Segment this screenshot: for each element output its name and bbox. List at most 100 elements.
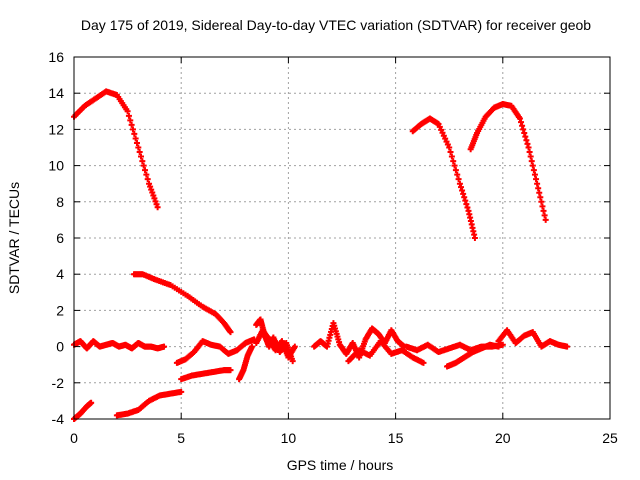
data-point (248, 343, 255, 350)
data-point (142, 167, 149, 174)
data-point (533, 176, 540, 183)
data-point (521, 130, 528, 137)
data-point (464, 204, 471, 211)
data-point (88, 399, 95, 406)
data-series-arc-6 (113, 388, 185, 419)
data-point (450, 158, 457, 165)
data-point (539, 203, 546, 210)
data-point (520, 126, 527, 133)
data-point (523, 137, 530, 144)
data-point (499, 341, 506, 348)
data-marks (71, 88, 571, 422)
x-tick-label: 10 (281, 430, 297, 446)
data-point (463, 201, 470, 208)
data-point (522, 133, 529, 140)
data-point (564, 343, 571, 350)
data-point (457, 184, 464, 191)
x-axis-label: GPS time / hours (287, 457, 394, 473)
data-point (461, 194, 468, 201)
data-point (227, 367, 234, 374)
data-point (133, 139, 140, 146)
data-point (447, 149, 454, 156)
data-point (227, 329, 234, 336)
data-series-arc-3 (467, 101, 549, 223)
chart-title: Day 175 of 2019, Sidereal Day-to-day VTE… (81, 17, 591, 33)
data-series-arc-17 (495, 327, 571, 350)
data-series-arc-7 (178, 367, 234, 383)
data-point (528, 158, 535, 165)
data-point (495, 343, 502, 350)
y-tick-label: 6 (56, 230, 64, 246)
data-point (143, 171, 150, 178)
data-point (451, 162, 458, 169)
y-axis-label: SDTVAR / TECUs (6, 182, 22, 294)
data-point (462, 197, 469, 204)
data-series-arc-10 (236, 343, 255, 383)
data-point (530, 167, 537, 174)
data-point (534, 180, 541, 187)
data-series-arc-4 (131, 271, 234, 336)
x-tick-label: 25 (602, 430, 618, 446)
y-tick-label: 0 (56, 339, 64, 355)
data-point (131, 130, 138, 137)
data-point (535, 185, 542, 192)
x-tick-label: 0 (70, 430, 78, 446)
data-point (138, 153, 144, 160)
data-point (540, 207, 547, 214)
x-tick-label: 20 (495, 430, 511, 446)
data-point (420, 359, 427, 366)
data-point (456, 180, 463, 187)
data-point (536, 189, 543, 196)
data-point (524, 140, 531, 147)
data-point (140, 162, 147, 169)
data-point (459, 187, 466, 194)
y-tick-label: 8 (56, 194, 64, 210)
data-point (136, 149, 143, 156)
data-point (531, 171, 538, 178)
x-tick-label: 15 (388, 430, 404, 446)
data-point (178, 388, 185, 395)
data-point (519, 122, 526, 129)
data-point (516, 115, 523, 122)
data-point (144, 176, 151, 183)
x-tick-label: 5 (177, 430, 185, 446)
data-point (538, 198, 545, 205)
data-point (525, 144, 532, 151)
data-point (448, 153, 455, 160)
y-tick-label: 10 (48, 158, 64, 174)
data-point (128, 121, 135, 128)
data-point (460, 190, 467, 197)
y-tick-label: 16 (48, 49, 64, 65)
data-point (529, 162, 536, 169)
data-point (526, 149, 533, 156)
data-series-arc-16 (444, 341, 502, 370)
data-point (537, 194, 544, 201)
data-point (518, 119, 525, 126)
data-point (289, 358, 296, 365)
data-point (291, 343, 298, 350)
data-point (154, 204, 161, 211)
y-tick-label: 4 (56, 266, 64, 282)
data-point (124, 108, 131, 115)
y-tick-label: -2 (52, 375, 65, 391)
data-point (541, 212, 548, 219)
data-point (452, 167, 459, 174)
data-series-arc-14 (345, 338, 427, 366)
data-point (527, 153, 534, 160)
data-point (542, 216, 549, 223)
data-point (125, 112, 132, 119)
y-tick-label: -4 (52, 411, 65, 427)
y-tick-label: 2 (56, 302, 64, 318)
data-point (161, 343, 168, 350)
data-point (135, 144, 142, 151)
grid-lines (74, 57, 610, 419)
axis-ticks: 0 5 10 15 20 25 -4 -2 0 2 4 6 8 10 12 14 16 (48, 49, 618, 446)
data-series-arc-1 (71, 88, 161, 211)
data-point (127, 117, 134, 124)
data-point (471, 235, 478, 241)
y-tick-label: 14 (48, 85, 64, 101)
data-series-arc-12 (253, 327, 298, 361)
data-series-arc-8 (71, 338, 168, 352)
data-series-arc-2 (409, 115, 478, 241)
